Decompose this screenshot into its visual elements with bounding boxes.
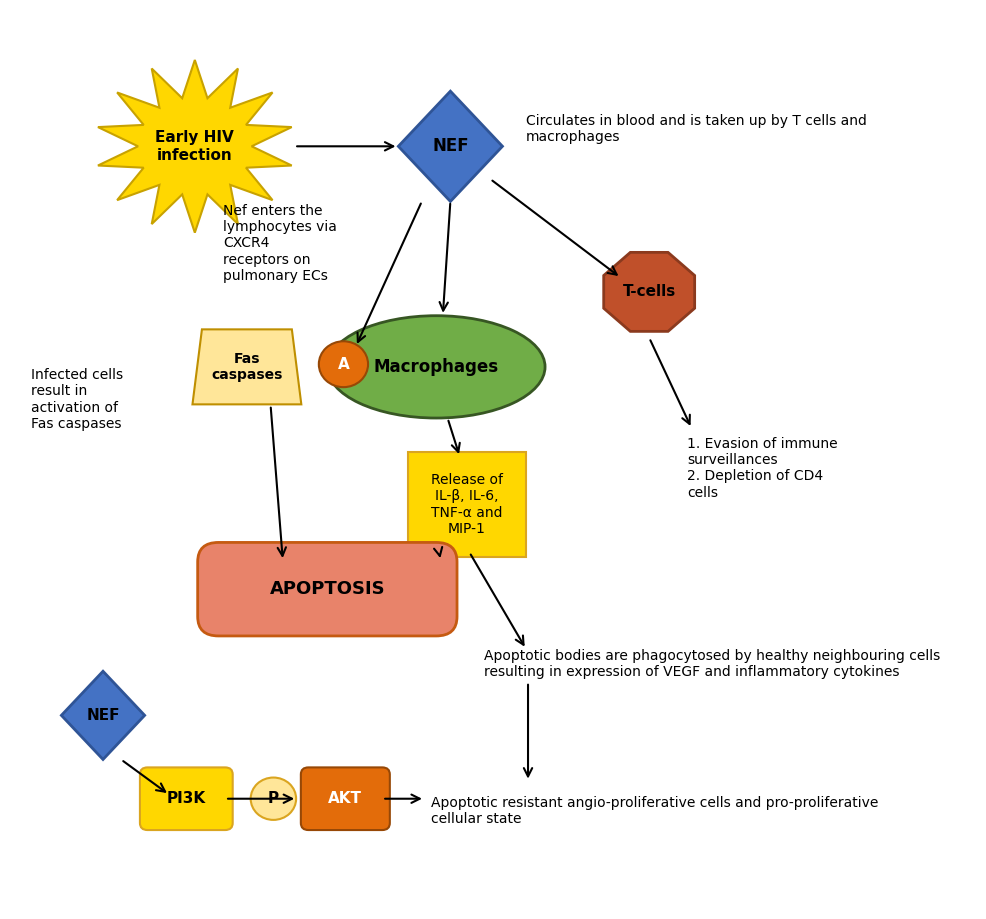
- Text: P: P: [268, 791, 279, 806]
- Text: Apoptotic resistant angio-proliferative cells and pro-proliferative
cellular sta: Apoptotic resistant angio-proliferative …: [432, 796, 879, 826]
- Circle shape: [318, 341, 368, 387]
- Text: Release of
IL-β, IL-6,
TNF-α and
MIP-1: Release of IL-β, IL-6, TNF-α and MIP-1: [431, 473, 503, 536]
- FancyBboxPatch shape: [408, 452, 527, 557]
- Text: Fas
caspases: Fas caspases: [211, 352, 283, 382]
- Text: A: A: [337, 357, 349, 371]
- Text: 1. Evasion of immune
surveillances
2. Depletion of CD4
cells: 1. Evasion of immune surveillances 2. De…: [687, 437, 838, 500]
- Polygon shape: [603, 253, 695, 332]
- Ellipse shape: [327, 316, 545, 418]
- Text: Circulates in blood and is taken up by T cells and
macrophages: Circulates in blood and is taken up by T…: [527, 114, 867, 143]
- Text: Early HIV
infection: Early HIV infection: [156, 130, 235, 163]
- Text: T-cells: T-cells: [622, 284, 675, 300]
- Text: Apoptotic bodies are phagocytosed by healthy neighbouring cells
resulting in exp: Apoptotic bodies are phagocytosed by hea…: [483, 649, 940, 679]
- Text: PI3K: PI3K: [167, 791, 206, 806]
- Text: Nef enters the
lymphocytes via
CXCR4
receptors on
pulmonary ECs: Nef enters the lymphocytes via CXCR4 rec…: [223, 204, 337, 283]
- Polygon shape: [98, 60, 292, 233]
- FancyBboxPatch shape: [197, 542, 458, 636]
- Text: Infected cells
result in
activation of
Fas caspases: Infected cells result in activation of F…: [32, 369, 123, 431]
- FancyBboxPatch shape: [301, 767, 389, 830]
- Circle shape: [250, 777, 296, 820]
- Polygon shape: [192, 329, 302, 404]
- FancyBboxPatch shape: [140, 767, 233, 830]
- Text: APOPTOSIS: APOPTOSIS: [269, 580, 386, 598]
- Text: Macrophages: Macrophages: [374, 357, 499, 376]
- Text: NEF: NEF: [86, 708, 119, 723]
- Text: NEF: NEF: [432, 137, 468, 155]
- Text: AKT: AKT: [328, 791, 362, 806]
- Polygon shape: [61, 671, 145, 759]
- Polygon shape: [398, 91, 503, 201]
